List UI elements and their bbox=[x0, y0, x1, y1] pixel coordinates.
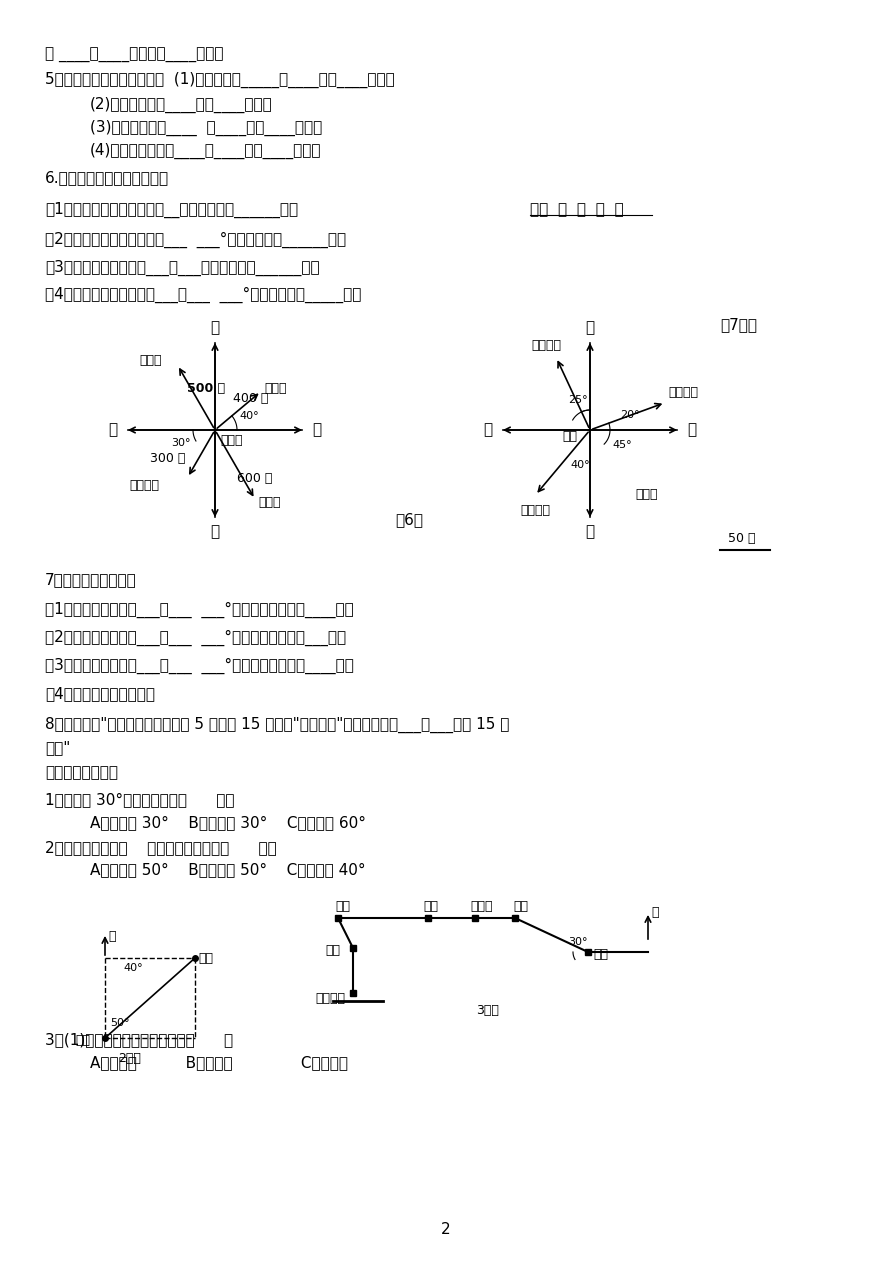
Text: (4)熊猫馆在水族馆____偏____方向____米处。: (4)熊猫馆在水族馆____偏____方向____米处。 bbox=[90, 143, 321, 159]
Text: 工厂: 工厂 bbox=[325, 944, 340, 958]
Text: 二、用心选一选。: 二、用心选一选。 bbox=[45, 766, 118, 780]
Text: 40°: 40° bbox=[123, 963, 143, 973]
Text: 东: 东 bbox=[312, 423, 321, 438]
Text: 500 米: 500 米 bbox=[187, 381, 225, 395]
Text: 300 米: 300 米 bbox=[150, 452, 186, 464]
Text: 南: 南 bbox=[211, 525, 219, 539]
Text: 绿苑小区: 绿苑小区 bbox=[315, 992, 345, 1005]
Text: 600 米: 600 米 bbox=[237, 472, 272, 485]
Text: 西: 西 bbox=[109, 423, 118, 438]
Text: 碰碰车: 碰碰车 bbox=[635, 488, 657, 501]
Text: 游泳馆: 游泳馆 bbox=[139, 353, 162, 366]
Text: 45°: 45° bbox=[612, 440, 632, 451]
Text: 处。": 处。" bbox=[45, 741, 70, 756]
Text: 40°: 40° bbox=[570, 461, 590, 469]
Text: 30°: 30° bbox=[568, 936, 588, 946]
Text: 40°: 40° bbox=[239, 411, 259, 422]
Text: 7．量一量，填一填。: 7．量一量，填一填。 bbox=[45, 573, 136, 588]
Text: 喷泉: 喷泉 bbox=[562, 429, 577, 443]
Text: （1）游泳馆在小文家的北偏__方向，距离是______米；: （1）游泳馆在小文家的北偏__方向，距离是______米； bbox=[45, 202, 298, 218]
Text: 百货超市: 百货超市 bbox=[129, 480, 160, 492]
Text: （2）空中飞车在喷泉___偏___  ___°的方向上，距离是___米；: （2）空中飞车在喷泉___偏___ ___°的方向上，距离是___米； bbox=[45, 630, 346, 646]
Text: 图书馆: 图书馆 bbox=[258, 496, 280, 509]
Text: 北: 北 bbox=[108, 930, 115, 943]
Text: 北: 北 bbox=[211, 321, 219, 336]
Text: 2题图: 2题图 bbox=[119, 1051, 142, 1065]
Text: A、南偏西 30°    B、西偏北 30°    C、西偏北 60°: A、南偏西 30° B、西偏北 30° C、西偏北 60° bbox=[90, 815, 366, 830]
Text: 5．看图填空。动物园平面图  (1)猴山在正门_____偏____方向____米处。: 5．看图填空。动物园平面图 (1)猴山在正门_____偏____方向____米处… bbox=[45, 72, 395, 88]
Text: （6）: （6） bbox=[395, 512, 423, 528]
Text: 超市: 超市 bbox=[513, 900, 528, 912]
Text: （1）疯狂老鼠在喷泉___偏___  ___°的方向上，距离是____米；: （1）疯狂老鼠在喷泉___偏___ ___°的方向上，距离是____米； bbox=[45, 602, 354, 618]
Text: （2）电影院在小文家的东偏___  ___°方向，距离是______米；: （2）电影院在小文家的东偏___ ___°方向，距离是______米； bbox=[45, 232, 346, 249]
Text: 2: 2 bbox=[442, 1223, 450, 1238]
Text: 商场: 商场 bbox=[335, 900, 350, 912]
Text: A、正南方          B、正西方              C、正东方: A、正南方 B、正西方 C、正东方 bbox=[90, 1055, 348, 1070]
Text: 电影院: 电影院 bbox=[264, 382, 286, 395]
Text: 小文家: 小文家 bbox=[220, 434, 243, 447]
Text: 小强: 小强 bbox=[75, 1035, 90, 1047]
Text: （7题）: （7题） bbox=[720, 318, 757, 332]
Text: 偏 ____、____，距离约____千米。: 偏 ____、____，距离约____千米。 bbox=[45, 48, 224, 63]
Text: （3）时间隧道在喷泉___偏___  ___°的方向上，距离是____米；: （3）时间隧道在喷泉___偏___ ___°的方向上，距离是____米； bbox=[45, 658, 354, 674]
Text: 新课  标  第  一  网: 新课 标 第 一 网 bbox=[530, 202, 624, 217]
Text: （4）说说碰碰车的位置。: （4）说说碰碰车的位置。 bbox=[45, 687, 155, 702]
Text: 南: 南 bbox=[585, 525, 595, 539]
Text: 50 米: 50 米 bbox=[728, 531, 756, 544]
Text: 学校: 学校 bbox=[593, 949, 608, 962]
Text: 25°: 25° bbox=[568, 395, 588, 405]
Text: (2)水族馆在正门____方向____米处。: (2)水族馆在正门____方向____米处。 bbox=[90, 97, 273, 114]
Text: (3)象馆在狮虎山____  偏____方向____米处。: (3)象馆在狮虎山____ 偏____方向____米处。 bbox=[90, 120, 322, 136]
Text: （4）百货超市在小文家的___偏___  ___°方向，距离是_____米；: （4）百货超市在小文家的___偏___ ___°方向，距离是_____米； bbox=[45, 286, 361, 303]
Text: 空中飞车: 空中飞车 bbox=[668, 386, 698, 399]
Text: 北: 北 bbox=[651, 906, 658, 919]
Text: 2、小强看小林在（    ），小林看小强在（      ）。: 2、小强看小林在（ ），小林看小强在（ ）。 bbox=[45, 840, 277, 856]
Text: 3题图: 3题图 bbox=[476, 1003, 500, 1016]
Text: 3、(1)以超市为观察点，商场在（      ）: 3、(1)以超市为观察点，商场在（ ） bbox=[45, 1032, 233, 1047]
Text: 50°: 50° bbox=[110, 1018, 129, 1029]
Text: 粮油店: 粮油店 bbox=[470, 900, 492, 912]
Text: （3）图书馆在小文家的___偏___方向，距离是______米；: （3）图书馆在小文家的___偏___方向，距离是______米； bbox=[45, 260, 319, 276]
Text: 8．小玉说："小华，我在你北偏西 5 度方向 15 米处。"小华说："小玉，我在你___偏___方向 15 米: 8．小玉说："小华，我在你北偏西 5 度方向 15 米处。"小华说："小玉，我在… bbox=[45, 717, 509, 733]
Text: 邮局: 邮局 bbox=[423, 900, 438, 912]
Text: 北: 北 bbox=[585, 321, 595, 336]
Text: 东: 东 bbox=[688, 423, 697, 438]
Text: 6.按照图上所示的位置填空。: 6.按照图上所示的位置填空。 bbox=[45, 170, 169, 186]
Text: 西: 西 bbox=[483, 423, 492, 438]
Text: 20°: 20° bbox=[620, 410, 640, 420]
Text: A、北偏东 50°    B、东偏北 50°    C、西偏南 40°: A、北偏东 50° B、东偏北 50° C、西偏南 40° bbox=[90, 862, 366, 877]
Text: 小林: 小林 bbox=[198, 952, 213, 964]
Text: 时间隧道: 时间隧道 bbox=[520, 504, 550, 516]
Text: 1、北偏西 30°，还可以说成（      ）。: 1、北偏西 30°，还可以说成（ ）。 bbox=[45, 793, 235, 808]
Text: 400 米: 400 米 bbox=[233, 391, 268, 405]
Text: 30°: 30° bbox=[171, 438, 191, 448]
Text: 疯狂老鼠: 疯狂老鼠 bbox=[532, 339, 561, 352]
